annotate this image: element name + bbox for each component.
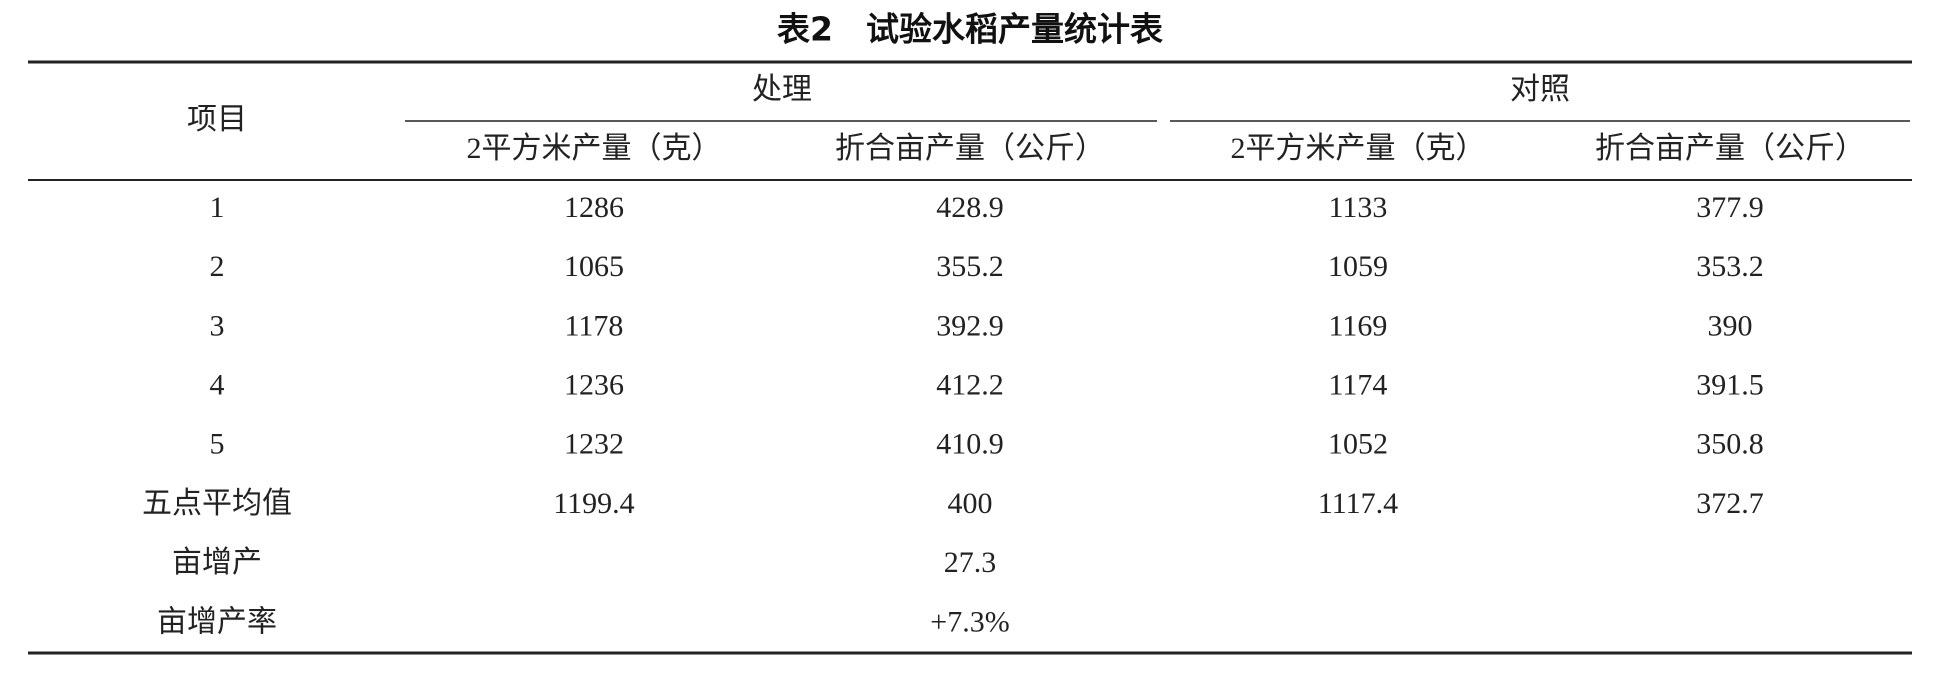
sub-header: 2平方米产量（克） — [467, 132, 722, 165]
row-label: 1 — [210, 191, 225, 224]
cell: 1133 — [1329, 191, 1388, 224]
cell: 377.9 — [1696, 191, 1764, 224]
sub-header: 折合亩产量（公斤） — [1595, 132, 1865, 165]
cell: 355.2 — [936, 250, 1004, 283]
cell: 1174 — [1329, 368, 1388, 401]
cell: 1232 — [564, 428, 624, 461]
cell: 1065 — [564, 250, 624, 283]
cell: +7.3% — [930, 605, 1009, 638]
row-label: 亩增产 — [172, 546, 262, 579]
cell: 1059 — [1328, 250, 1388, 283]
cell: 390 — [1708, 309, 1753, 342]
cell: 1199.4 — [553, 487, 634, 520]
cell: 372.7 — [1696, 487, 1764, 520]
cell: 350.8 — [1696, 428, 1764, 461]
cell: 428.9 — [936, 191, 1004, 224]
row-label: 5 — [210, 428, 225, 461]
sub-header: 折合亩产量（公斤） — [835, 132, 1105, 165]
sub-header: 2平方米产量（克） — [1231, 132, 1486, 165]
row-label: 五点平均值 — [142, 487, 292, 520]
row-label: 3 — [210, 309, 225, 342]
cell: 353.2 — [1696, 250, 1764, 283]
row-label: 4 — [210, 368, 225, 401]
cell: 1117.4 — [1318, 487, 1398, 520]
cell: 410.9 — [936, 428, 1004, 461]
item-header: 项目 — [187, 103, 247, 136]
cell: 412.2 — [936, 368, 1004, 401]
group-header: 对照 — [1510, 73, 1570, 106]
cell: 391.5 — [1696, 368, 1764, 401]
row-label: 2 — [210, 250, 225, 283]
row-label: 亩增产率 — [157, 605, 277, 638]
group-header: 处理 — [752, 73, 812, 106]
cell: 27.3 — [944, 546, 997, 579]
cell: 1169 — [1329, 309, 1388, 342]
cell: 400 — [948, 487, 993, 520]
table-title: 表2 试验水稻产量统计表 — [777, 10, 1163, 49]
cell: 392.9 — [936, 309, 1004, 342]
cell: 1236 — [564, 368, 624, 401]
cell: 1286 — [564, 191, 624, 224]
cell: 1052 — [1328, 428, 1388, 461]
cell: 1178 — [565, 309, 624, 342]
